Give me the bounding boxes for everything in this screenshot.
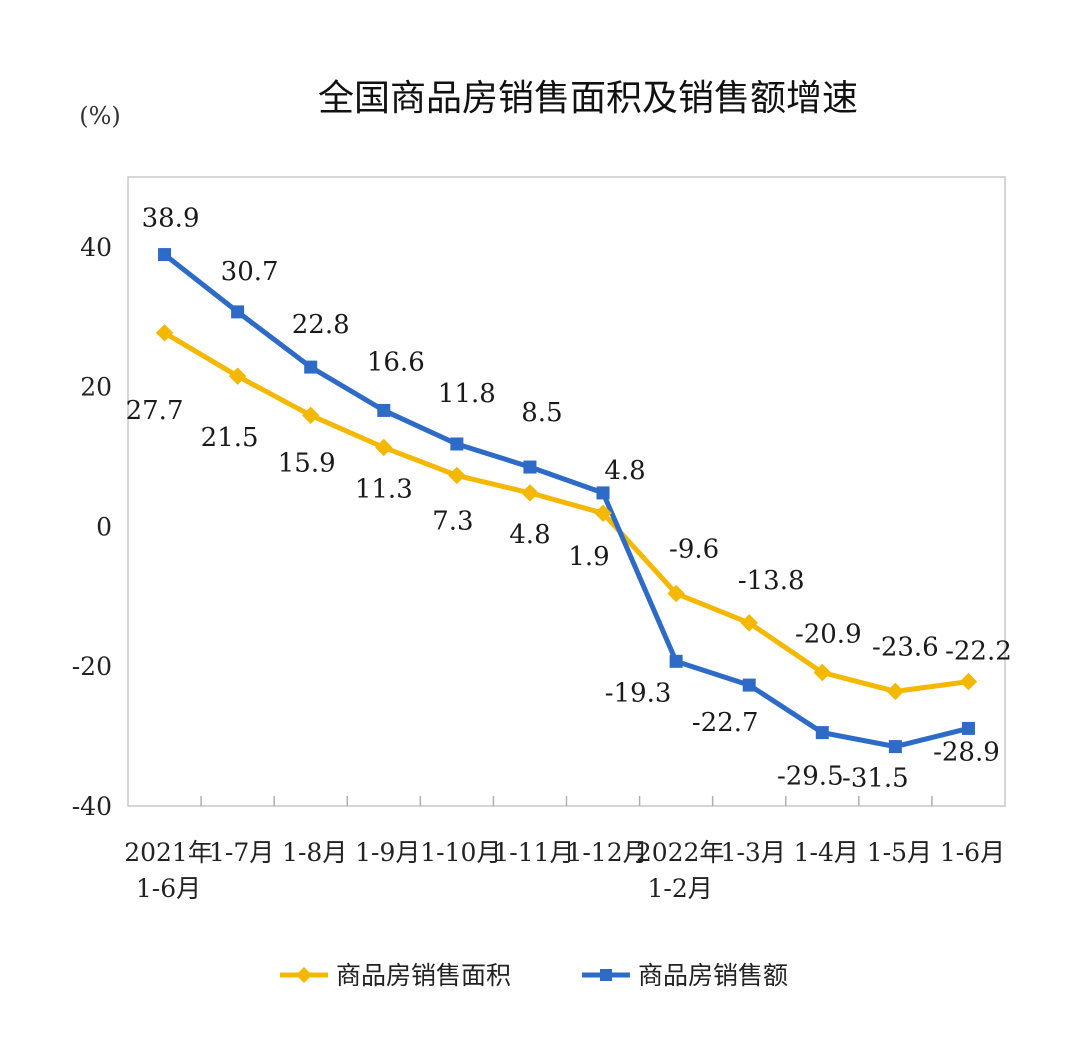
point-marker-sales-area (521, 484, 539, 502)
point-marker-sales-value (742, 678, 756, 692)
data-label-sales-value: 4.8 (604, 456, 645, 486)
point-marker-sales-value (523, 460, 537, 474)
data-label-sales-value: -19.3 (605, 678, 672, 708)
point-marker-sales-area (302, 406, 320, 425)
point-marker-sales-area (155, 324, 174, 342)
x-tick-label: 1-4月 (794, 838, 859, 867)
data-label-sales-value: 16.6 (367, 347, 425, 377)
data-label-sales-area: 7.3 (432, 506, 473, 536)
data-label-sales-area: -13.8 (738, 566, 805, 596)
y-tick-label: 20 (80, 373, 112, 402)
data-label-sales-area: -23.6 (872, 632, 939, 662)
point-marker-sales-area (813, 663, 831, 682)
point-marker-sales-value (231, 305, 245, 319)
data-label-sales-area: 21.5 (201, 423, 259, 453)
data-label-sales-value: -29.5 (777, 762, 844, 792)
data-label-sales-value: 38.9 (142, 204, 200, 234)
legend-label: 商品房销售额 (638, 961, 788, 990)
point-marker-sales-value (669, 654, 683, 668)
x-tick-label: 1-5月 (867, 838, 932, 867)
y-tick-label: 0 (96, 512, 112, 541)
data-label-sales-area: -22.2 (945, 637, 1012, 667)
x-tick-label: 1-10月 (420, 838, 501, 867)
point-marker-sales-value (450, 437, 464, 451)
point-marker-sales-area (740, 614, 758, 632)
chart-title: 全国商品房销售面积及销售额增速 (318, 78, 858, 119)
legend-label: 商品房销售面积 (336, 961, 511, 990)
x-tick-label: 2021年 1-6月 (124, 838, 213, 903)
point-marker-sales-area (594, 504, 612, 522)
point-marker-sales-area (667, 584, 685, 603)
data-label-sales-value: -22.7 (692, 708, 759, 738)
data-label-sales-value: 11.8 (438, 379, 496, 409)
x-tick-label: 1-11月 (493, 838, 574, 867)
point-marker-sales-area (228, 367, 247, 385)
data-label-sales-value: -31.5 (842, 764, 909, 794)
x-tick-label: 1-12月 (566, 838, 647, 867)
data-label-sales-value: 8.5 (521, 398, 562, 428)
point-marker-sales-value (961, 721, 975, 735)
data-label-sales-area: -9.6 (669, 535, 719, 565)
data-label-sales-area: 4.8 (509, 520, 550, 550)
x-tick-label: 1-8月 (282, 838, 347, 867)
y-tick-label: -40 (72, 792, 112, 821)
point-marker-sales-area (959, 672, 978, 691)
data-label-sales-area: 11.3 (355, 474, 413, 504)
point-marker-sales-area (886, 682, 905, 701)
y-tick-label: 40 (80, 233, 112, 262)
legend-marker-diamond (296, 967, 312, 983)
data-label-sales-area: -20.9 (795, 620, 862, 650)
y-axis-unit-label: (%) (79, 102, 121, 130)
x-tick-label: 2022年 1-2月 (636, 838, 725, 903)
data-label-sales-area: 15.9 (278, 448, 336, 478)
point-marker-sales-value (377, 403, 391, 417)
data-label-sales-value: -28.9 (933, 737, 1000, 767)
x-tick-label: 1-7月 (209, 838, 274, 867)
point-marker-sales-value (158, 248, 172, 262)
point-marker-sales-area (375, 438, 393, 457)
data-label-sales-area: 27.7 (126, 396, 184, 426)
point-marker-sales-value (304, 360, 318, 374)
series-line-sales-value (162, 252, 971, 750)
point-marker-sales-area (448, 466, 466, 485)
data-label-sales-value: 22.8 (292, 310, 350, 340)
legend-marker-square (600, 969, 612, 981)
point-marker-sales-value (815, 726, 829, 740)
x-tick-label: 1-3月 (721, 838, 786, 867)
point-marker-sales-value (888, 740, 902, 754)
x-tick-label: 1-9月 (355, 838, 420, 867)
data-label-sales-value: 30.7 (221, 257, 279, 287)
point-marker-sales-value (596, 486, 610, 500)
x-tick-label: 1-6月 (940, 838, 1005, 867)
series-line-sales-area (162, 330, 971, 694)
y-tick-label: -20 (72, 652, 112, 681)
data-label-sales-area: 1.9 (568, 542, 609, 572)
